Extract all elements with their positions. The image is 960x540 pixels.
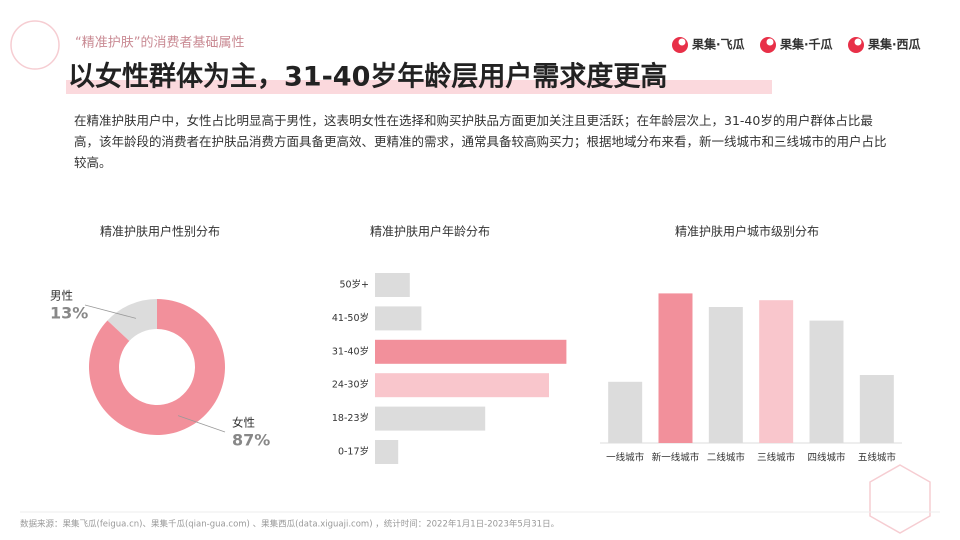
leader-line xyxy=(177,415,226,433)
pie-slice xyxy=(88,299,225,436)
bar xyxy=(375,440,399,464)
bar xyxy=(375,373,549,398)
pie-slice xyxy=(107,299,157,341)
bar xyxy=(375,273,410,297)
title: 以女性群体为主，31-40岁年龄层用户需求度更高 xyxy=(68,61,667,93)
chart-title: 精准护肤用户性别分布 xyxy=(100,224,220,239)
y-tick-label: 18-23岁 xyxy=(332,412,369,424)
bar xyxy=(859,375,894,443)
bar xyxy=(708,307,743,443)
data-label: 87% xyxy=(232,431,270,450)
brand-icon xyxy=(766,38,774,46)
subtitle: “精准护肤”的消费者基础属性 xyxy=(75,35,244,51)
chart-title: 精准护肤用户年龄分布 xyxy=(370,224,490,239)
x-tick-label: 三线城市 xyxy=(757,452,796,464)
y-tick-label: 0-17岁 xyxy=(338,446,369,458)
x-tick-label: 一线城市 xyxy=(606,452,645,464)
footer: 数据来源：果集飞瓜(feigua.cn)、果集千瓜(qian-gua.com) … xyxy=(20,519,559,530)
decor xyxy=(869,464,931,534)
chart-title: 精准护肤用户城市级别分布 xyxy=(675,224,819,239)
legend-label: 男性 xyxy=(50,289,73,303)
legend-label: 女性 xyxy=(232,416,255,430)
data-label: 13% xyxy=(50,304,88,323)
y-tick-label: 31-40岁 xyxy=(332,345,369,357)
decor xyxy=(10,20,60,70)
title-highlight xyxy=(66,80,772,94)
x-tick-label: 五线城市 xyxy=(858,452,897,464)
brand-icon xyxy=(854,38,862,46)
bar xyxy=(658,293,693,443)
bar xyxy=(608,381,643,443)
brand-name: 果集·西瓜 xyxy=(867,37,921,52)
x-tick-label: 新一线城市 xyxy=(652,452,700,464)
brand-name: 果集·飞瓜 xyxy=(691,37,745,52)
brand-name: 果集·千瓜 xyxy=(779,37,833,52)
bar xyxy=(809,320,844,443)
brands: 果集·飞瓜 果集·千瓜 果集·西瓜 xyxy=(672,37,921,53)
x-tick-label: 二线城市 xyxy=(707,452,746,464)
leader-line xyxy=(84,304,137,319)
y-tick-label: 24-30岁 xyxy=(332,379,369,391)
bar xyxy=(759,300,794,443)
brand-icon xyxy=(678,38,686,46)
bar xyxy=(375,406,486,431)
y-tick-label: 41-50岁 xyxy=(332,312,369,324)
body-text: 在精准护肤用户中，女性占比明显高于男性，这表明女性在选择和购买护肤品方面更加关注… xyxy=(74,113,887,170)
x-tick-label: 四线城市 xyxy=(807,452,846,464)
y-tick-label: 50岁+ xyxy=(339,279,369,291)
bar xyxy=(375,306,422,331)
bar xyxy=(375,339,567,364)
